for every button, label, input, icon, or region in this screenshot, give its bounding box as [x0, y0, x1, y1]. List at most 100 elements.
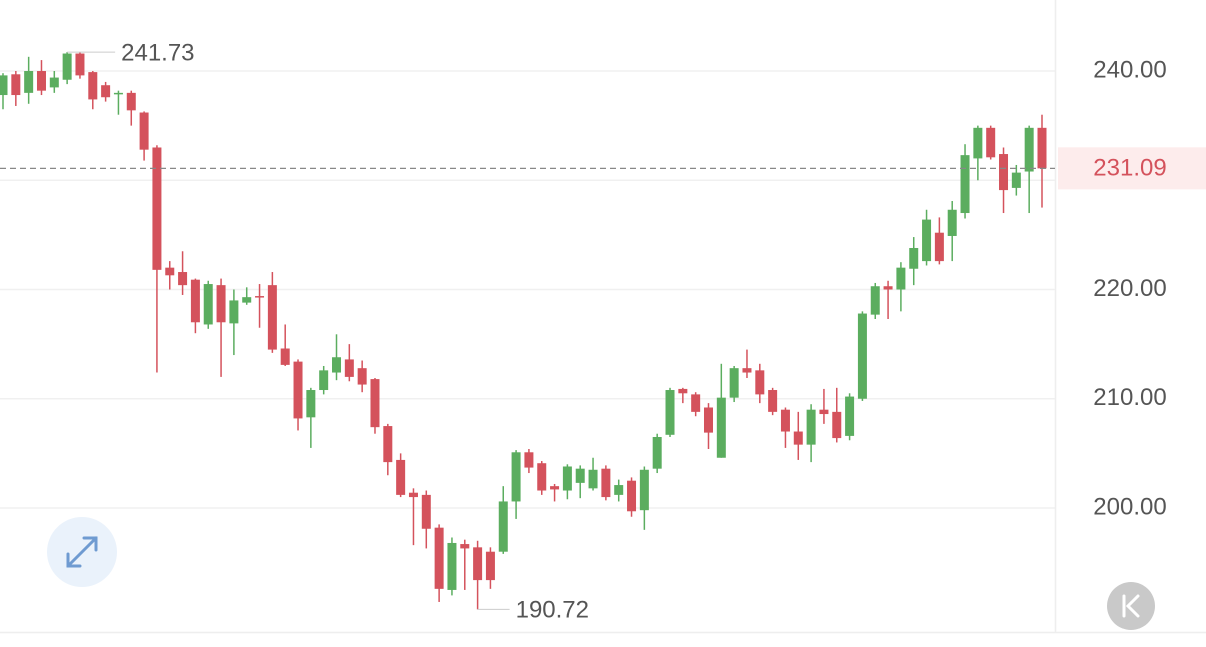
reset-circle[interactable] — [1107, 582, 1155, 630]
candle-body — [126, 92, 136, 111]
candle-body — [408, 492, 418, 498]
candle-body — [178, 272, 188, 286]
candle-body — [344, 359, 354, 377]
candle-body — [742, 368, 752, 373]
candle-body — [498, 501, 508, 552]
candle-body — [665, 390, 675, 435]
candle-body — [999, 154, 1009, 191]
candle-body — [986, 127, 996, 158]
expand-icon — [66, 536, 98, 568]
candle-body — [601, 468, 611, 498]
candle-body — [562, 466, 572, 491]
candle-body — [716, 397, 726, 458]
last-price-box — [1058, 147, 1206, 190]
candle-body — [1037, 127, 1047, 169]
candle-body — [396, 459, 406, 495]
candle-body — [357, 368, 367, 385]
candle-body — [139, 112, 149, 150]
candle-body — [524, 452, 534, 468]
candle-body — [24, 71, 34, 93]
candle-body — [190, 279, 200, 323]
candle-body — [0, 75, 8, 96]
candle-body — [293, 361, 303, 419]
candle-body — [806, 409, 816, 445]
candle-body — [49, 77, 59, 88]
candle-body — [537, 463, 547, 491]
candle-body — [62, 53, 72, 80]
candle-body — [947, 209, 957, 236]
candles — [0, 52, 1047, 610]
candle-body — [152, 147, 162, 270]
candle-body — [332, 357, 342, 373]
candle-body — [319, 370, 329, 391]
candle-body — [101, 85, 111, 98]
candle-body — [691, 394, 701, 412]
reset-icon — [1122, 594, 1140, 618]
candle-body — [627, 480, 637, 512]
candle-body — [1024, 127, 1034, 172]
expand-button[interactable] — [47, 517, 117, 587]
candle-body — [203, 284, 213, 325]
candle-body — [857, 313, 867, 399]
candle-body — [845, 396, 855, 436]
candle-body — [819, 409, 829, 415]
candle-body — [75, 53, 85, 76]
candle-body — [434, 527, 444, 589]
candle-body — [768, 390, 778, 412]
last-price-label: 231.09 — [1093, 155, 1166, 182]
reset-button[interactable] — [1107, 582, 1155, 630]
candle-body — [960, 155, 970, 214]
candle-body — [421, 494, 431, 529]
y-tick-label: 220.00 — [1093, 275, 1166, 302]
candle-body — [255, 296, 265, 298]
candle-body — [639, 469, 649, 511]
candle-body — [1011, 172, 1021, 188]
y-tick-label: 210.00 — [1093, 384, 1166, 411]
y-tick-label: 240.00 — [1093, 56, 1166, 83]
candle-body — [267, 285, 277, 350]
candle-body — [165, 267, 175, 276]
candle-body — [575, 468, 585, 483]
min-label: 190.72 — [516, 597, 589, 624]
candle-body — [652, 436, 662, 469]
candle-body — [883, 286, 893, 290]
overlay: 241.73 190.72 231.09 — [0, 39, 1206, 624]
candle-body — [793, 431, 803, 445]
candle-body — [934, 232, 944, 262]
candle-body — [550, 486, 560, 490]
candle-body — [588, 469, 598, 489]
candle-body — [870, 286, 880, 315]
candle-body — [703, 407, 713, 433]
candle-body — [729, 368, 739, 398]
candle-body — [216, 285, 226, 323]
candle-body — [973, 127, 983, 159]
candle-body — [113, 92, 123, 95]
candle-body — [460, 544, 470, 549]
candle-body — [678, 388, 688, 394]
candle-body — [229, 300, 239, 324]
candle-body — [780, 409, 790, 432]
candle-body — [280, 348, 290, 365]
candle-body — [36, 71, 46, 91]
candle-body — [306, 390, 316, 418]
candle-body — [755, 370, 765, 395]
candle-body — [383, 426, 393, 463]
candle-body — [896, 267, 906, 290]
candle-body — [473, 547, 483, 581]
candle-body — [11, 74, 21, 96]
max-label: 241.73 — [121, 39, 194, 66]
y-tick-label: 200.00 — [1093, 493, 1166, 520]
candle-body — [614, 485, 624, 495]
candle-body — [485, 551, 495, 581]
candle-body — [909, 247, 919, 269]
candle-body — [88, 72, 98, 100]
candle-body — [922, 219, 932, 262]
candle-body — [511, 452, 521, 502]
candle-body — [242, 297, 252, 303]
candle-body — [447, 542, 457, 590]
candle-body — [370, 379, 380, 428]
candle-body — [832, 411, 842, 439]
